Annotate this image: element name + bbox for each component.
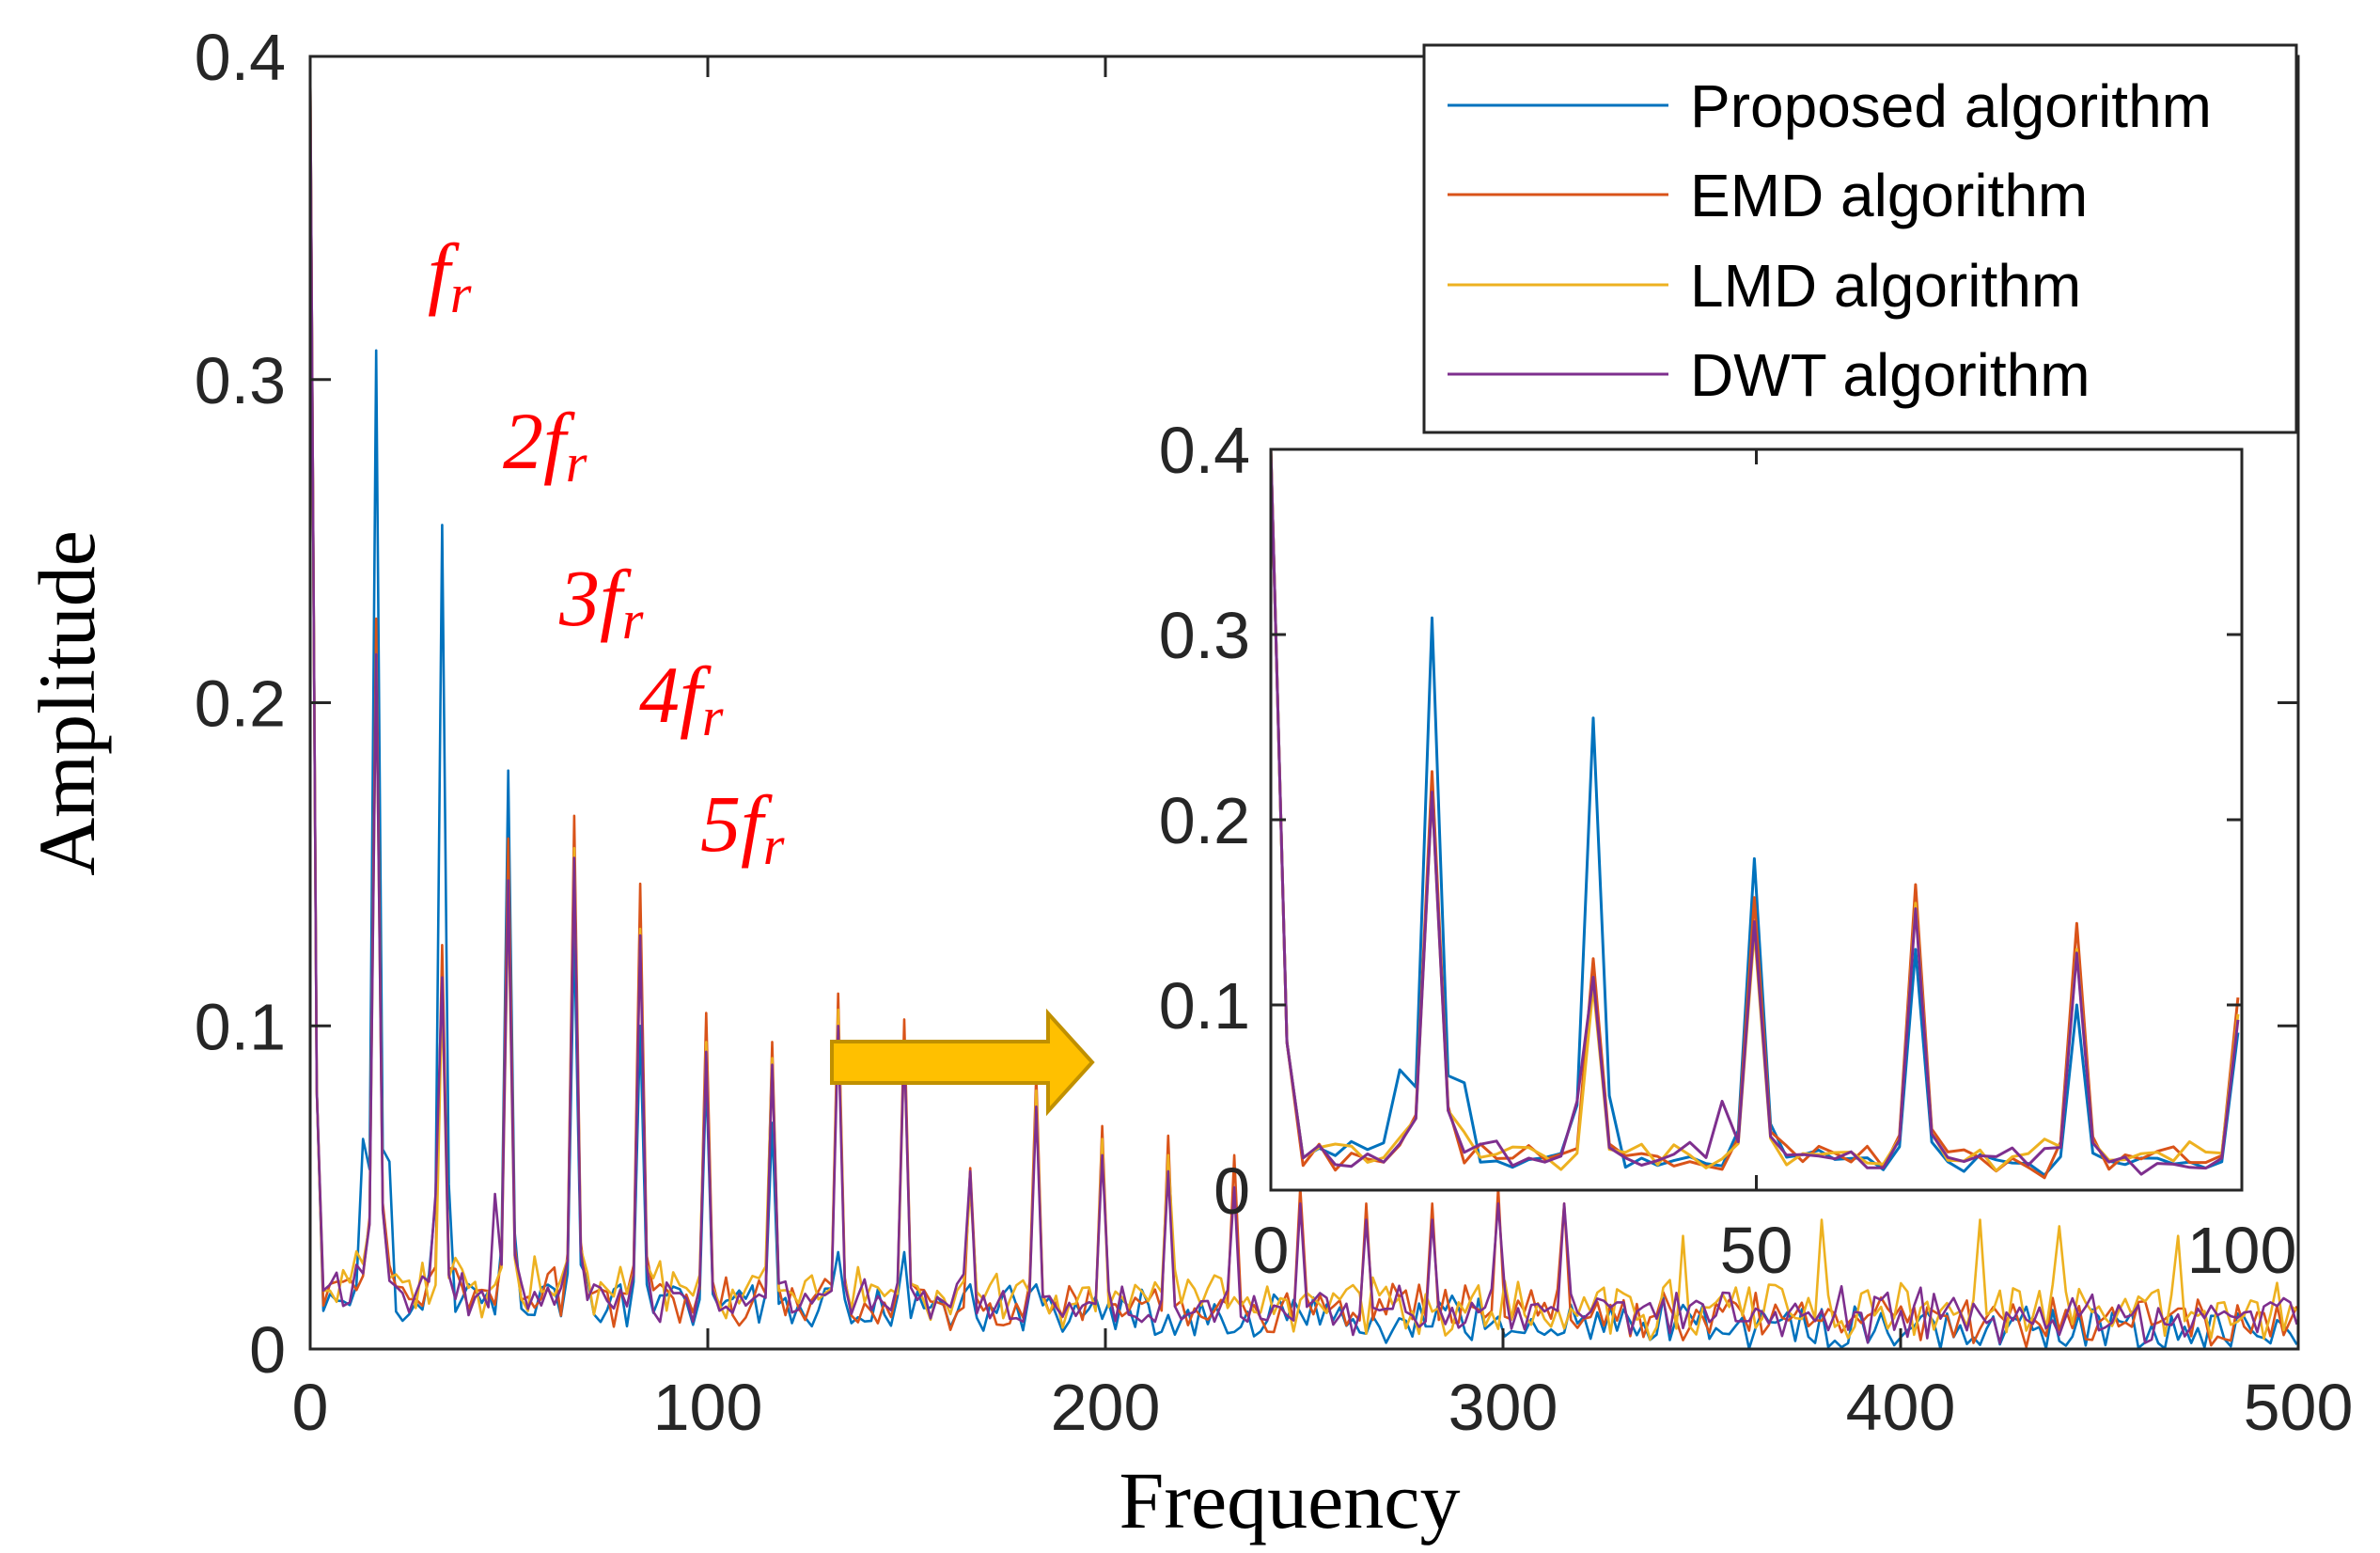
inset-plot: 0 50 100 0 0.1 0.2 0.3 0.4	[1159, 414, 2297, 1287]
inset-x-tick-label-50: 50	[1720, 1214, 1793, 1287]
series-line-proposed	[310, 56, 2298, 1349]
legend-label-dwt: DWT algorithm	[1690, 341, 2090, 409]
main-series-lines	[310, 56, 2298, 1349]
zoom-arrow-icon	[830, 1008, 1095, 1117]
annotation-3fr: 3fr	[558, 553, 644, 651]
main-x-tick-label-500: 500	[2244, 1371, 2354, 1444]
inset-x-tick-label-100: 100	[2187, 1214, 2297, 1287]
inset-series-line-proposed	[1271, 449, 2240, 1177]
legend: Proposed algorithm EMD algorithm LMD alg…	[1422, 43, 2298, 434]
inset-y-tick-label-0.2: 0.2	[1159, 784, 1250, 857]
series-line-dwt	[310, 56, 2298, 1344]
main-y-tick-label-0.4: 0.4	[195, 21, 286, 94]
main-x-tick-label-300: 300	[1448, 1371, 1558, 1444]
legend-label-proposed: Proposed algorithm	[1690, 72, 2212, 140]
inset-series-lines	[1271, 449, 2240, 1180]
main-y-tick-label-0.2: 0.2	[195, 667, 286, 741]
main-x-tick-label-0: 0	[292, 1371, 329, 1444]
legend-box	[1422, 43, 2298, 434]
main-y-tick-label-0.1: 0.1	[195, 990, 286, 1063]
inset-ticks: 0 50 100 0 0.1 0.2 0.3 0.4	[1159, 414, 2297, 1287]
main-x-tick-label-400: 400	[1846, 1371, 1956, 1444]
inset-y-tick-label-0: 0	[1213, 1154, 1250, 1228]
legend-label-lmd: LMD algorithm	[1690, 252, 2081, 320]
inset-series-line-dwt	[1271, 449, 2240, 1176]
harmonic-annotations: fr 2fr 3fr 4fr 5fr	[428, 227, 785, 876]
main-y-tick-label-0.3: 0.3	[195, 344, 286, 417]
inset-y-tick-label-0.3: 0.3	[1159, 599, 1250, 672]
inset-series-line-emd	[1271, 449, 2240, 1180]
inset-y-tick-label-0.4: 0.4	[1159, 414, 1250, 487]
inset-y-tick-label-0.1: 0.1	[1159, 969, 1250, 1043]
x-axis-title: Frequency	[1120, 1455, 1461, 1545]
y-axis-title: Amplitude	[22, 530, 112, 876]
legend-label-emd: EMD algorithm	[1690, 162, 2088, 229]
main-y-tick-label-0: 0	[249, 1313, 286, 1387]
annotation-4fr: 4fr	[639, 650, 724, 747]
main-x-tick-label-100: 100	[653, 1371, 763, 1444]
main-x-tick-label-200: 200	[1051, 1371, 1161, 1444]
inset-x-tick-label-0: 0	[1253, 1214, 1290, 1287]
